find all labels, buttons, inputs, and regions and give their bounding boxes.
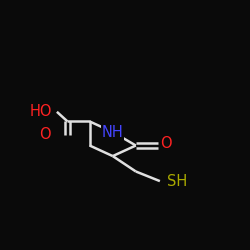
Text: O: O <box>40 128 51 142</box>
Text: HO: HO <box>30 104 52 119</box>
Text: SH: SH <box>166 174 187 188</box>
Text: NH: NH <box>102 124 124 140</box>
Text: O: O <box>160 136 172 151</box>
